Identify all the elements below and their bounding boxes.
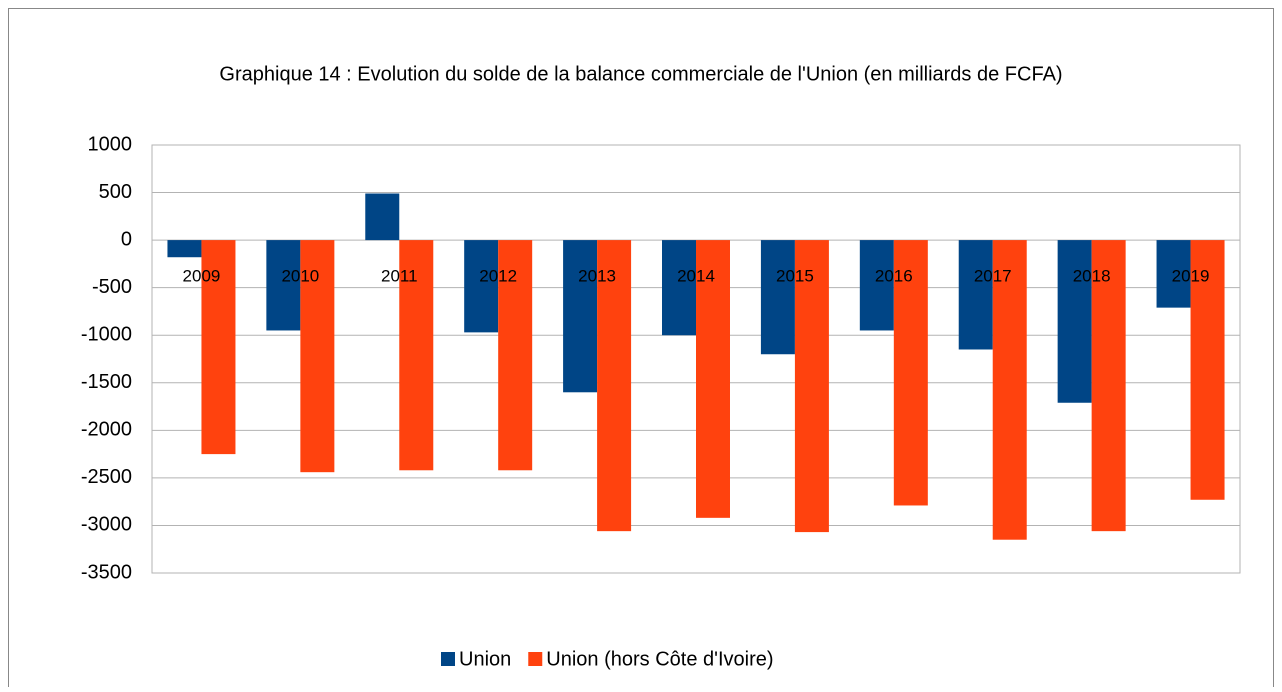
y-tick-label: -3500 xyxy=(81,561,132,583)
y-tick-label: 1000 xyxy=(88,133,133,155)
bar xyxy=(365,193,400,241)
plot-border xyxy=(151,144,1241,574)
y-tick-label: -1500 xyxy=(81,371,132,393)
bar xyxy=(266,240,301,331)
x-tick-label: 2016 xyxy=(875,267,913,286)
bar xyxy=(300,240,335,473)
x-tick-label: 2014 xyxy=(677,267,715,286)
x-tick-label: 2013 xyxy=(578,267,616,286)
bar xyxy=(760,240,795,355)
x-tick-label: 2009 xyxy=(183,267,221,286)
bar xyxy=(696,240,730,518)
bar xyxy=(794,240,829,533)
x-tick-label: 2017 xyxy=(974,267,1012,286)
x-tick-label: 2010 xyxy=(281,267,319,286)
bar xyxy=(464,240,499,333)
legend-label: Union xyxy=(459,648,511,670)
x-tick-label: 2019 xyxy=(1172,267,1210,286)
x-tick-label: 2018 xyxy=(1073,267,1111,286)
bar xyxy=(1057,240,1092,403)
legend-label: Union (hors Côte d'Ivoire) xyxy=(546,648,773,670)
chart-title: Graphique 14 : Evolution du solde de la … xyxy=(219,63,1062,85)
y-tick-label: 0 xyxy=(121,228,132,250)
legend-swatch xyxy=(528,652,543,666)
bar xyxy=(167,240,202,258)
bar xyxy=(958,240,993,350)
y-tick-label: -2500 xyxy=(81,466,132,488)
bar xyxy=(859,240,894,331)
bar xyxy=(1156,240,1191,308)
bar xyxy=(597,240,632,532)
bar xyxy=(1190,240,1225,500)
bar xyxy=(662,240,696,336)
bar xyxy=(992,240,1027,540)
y-tick-label: -1000 xyxy=(81,324,132,346)
bar xyxy=(399,240,434,471)
x-tick-label: 2012 xyxy=(479,267,517,286)
bar xyxy=(1091,240,1126,532)
x-tick-label: 2011 xyxy=(381,267,418,286)
bar xyxy=(498,240,533,471)
bar xyxy=(563,240,598,393)
y-tick-label: -3000 xyxy=(81,514,132,536)
bar xyxy=(201,240,236,455)
y-tick-label: 500 xyxy=(99,181,132,203)
x-tick-label: 2015 xyxy=(776,267,814,286)
legend-swatch xyxy=(441,652,455,666)
y-tick-label: -500 xyxy=(92,276,132,298)
y-tick-label: -2000 xyxy=(81,419,132,441)
bar xyxy=(893,240,928,506)
